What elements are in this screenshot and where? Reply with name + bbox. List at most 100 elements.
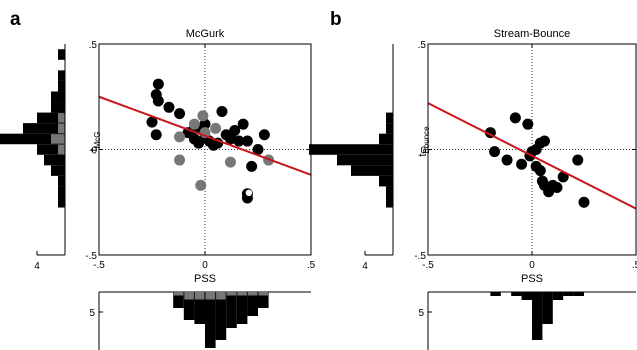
- x-tick-label: 0: [529, 260, 535, 271]
- scatter-point-gray: [174, 131, 186, 143]
- left-hist-bar: [58, 186, 65, 197]
- bottom-hist-bar: [258, 292, 269, 308]
- left-hist-bar: [51, 102, 65, 113]
- bottom-hist-bar: [236, 292, 248, 324]
- scatter-point-gray: [174, 154, 186, 166]
- scatter-point-black: [150, 89, 162, 101]
- scatter-point-black: [489, 146, 501, 158]
- scatter-point-black: [578, 196, 590, 208]
- scatter-point-black: [246, 160, 258, 172]
- x-tick-label: .5: [307, 260, 316, 271]
- left-hist-bar: [58, 196, 65, 208]
- bottom-hist-bar: [183, 292, 195, 320]
- y-axis-label-subscript: Bounce: [422, 126, 431, 154]
- y-tick-label: .5: [89, 40, 98, 51]
- x-axis-label: PSS: [521, 273, 543, 285]
- left-hist-bar: [386, 112, 393, 124]
- scatter-point-black: [530, 144, 542, 155]
- y-tick-label: -.5: [85, 251, 97, 262]
- y-tick-label: 0: [420, 146, 426, 157]
- y-tick-label: 0: [91, 146, 97, 157]
- bottom-hist-tick-label: 5: [418, 308, 424, 319]
- bottom-hist-tick-label: 5: [89, 308, 95, 319]
- bottom-hist-bar-gray: [226, 292, 237, 296]
- chart-title: Stream-Bounce: [494, 28, 570, 40]
- y-tick-label: -.5: [414, 251, 426, 262]
- bottom-hist-bar: [542, 292, 553, 324]
- scatter-point-black: [233, 135, 245, 147]
- chart-title: McGurk: [186, 28, 225, 40]
- left-hist-bar: [44, 154, 65, 166]
- left-hist-bar: [351, 165, 393, 176]
- panel-letter: b: [330, 9, 342, 30]
- bottom-hist-bar: [563, 292, 574, 296]
- scatter-point-gray: [195, 179, 207, 191]
- left-hist-bar: [51, 165, 65, 176]
- bottom-hist-bar: [226, 292, 237, 328]
- left-hist-bar: [379, 175, 393, 187]
- bottom-hist-bar-gray: [237, 292, 247, 296]
- x-tick-label: -.5: [93, 260, 105, 271]
- scatter-point-gray: [210, 122, 222, 134]
- bottom-hist-bar: [205, 292, 216, 348]
- left-hist-bar-gray: [58, 123, 65, 134]
- left-hist-tick-label: 4: [362, 261, 368, 272]
- bottom-hist-bar-gray: [205, 292, 216, 300]
- bottom-hist-bar-gray: [258, 292, 269, 296]
- scatter-point-black: [516, 158, 528, 170]
- scatter-point-black: [146, 116, 158, 128]
- x-axis-label: PSS: [194, 273, 216, 285]
- bottom-hist-bar: [552, 292, 564, 300]
- scatter-point-outlined-center: [245, 189, 253, 197]
- scatter-point-black: [522, 118, 534, 130]
- bottom-hist-bar: [215, 292, 227, 340]
- scatter-point-black: [163, 101, 175, 113]
- left-hist-bar: [386, 196, 393, 208]
- panel-b: b Stream-Bounce -.5 0 .5 .5 0 -.5 PSS tBounce 4 5: [309, 9, 637, 350]
- scatter-point-black: [174, 108, 186, 120]
- scatter-point-black: [241, 135, 253, 147]
- left-hist-bar: [58, 80, 65, 92]
- scatter-point-gray: [224, 156, 236, 168]
- x-tick-label: -.5: [422, 260, 434, 271]
- bottom-hist-bar-gray: [216, 292, 226, 300]
- bottom-hist-bar: [532, 292, 543, 340]
- left-hist-bar: [23, 123, 65, 134]
- panel-a: a McGurk -.5 0 .5 .5 0 -.5 PSS tMcG 4 5: [0, 9, 316, 350]
- scatter-point-black: [237, 118, 249, 130]
- scatter-point-black: [258, 129, 270, 141]
- scatter-point-black: [216, 106, 228, 118]
- scatter-point-black: [551, 181, 563, 193]
- bottom-hist-bar: [511, 292, 522, 296]
- left-hist-bar: [37, 112, 65, 124]
- scatter-point-black: [229, 125, 241, 137]
- plot-frame: [427, 43, 637, 256]
- scatter-point-gray: [188, 118, 200, 130]
- scatter-point-black: [150, 129, 162, 141]
- left-hist-bar: [0, 133, 65, 145]
- left-hist-bar-gray: [51, 134, 65, 144]
- left-hist-bar: [58, 49, 65, 60]
- scatter-point-black: [252, 144, 264, 155]
- y-tick-label: .5: [418, 40, 427, 51]
- left-hist-bar-gray: [58, 144, 65, 155]
- scatter-point-black: [572, 154, 584, 166]
- bottom-hist-bar-gray: [194, 292, 205, 300]
- regression-line: [98, 95, 312, 176]
- regression-line: [427, 102, 637, 210]
- left-hist-bar: [37, 144, 65, 155]
- left-hist-tick-label: 4: [34, 261, 40, 272]
- left-hist-bar: [337, 154, 393, 166]
- y-axis-label-main: t: [417, 154, 429, 157]
- left-hist-bar-gray: [58, 113, 65, 123]
- bottom-hist-bar-gray: [247, 292, 258, 296]
- x-tick-label: .5: [632, 260, 637, 271]
- scatter-point-black: [509, 112, 521, 124]
- bottom-hist-bar-gray: [173, 292, 184, 296]
- left-hist-bar: [386, 123, 393, 134]
- left-hist-bar: [309, 144, 393, 155]
- scatter-point-black: [557, 171, 569, 183]
- panel-letter: a: [10, 9, 21, 30]
- scatter-point-black: [199, 118, 211, 130]
